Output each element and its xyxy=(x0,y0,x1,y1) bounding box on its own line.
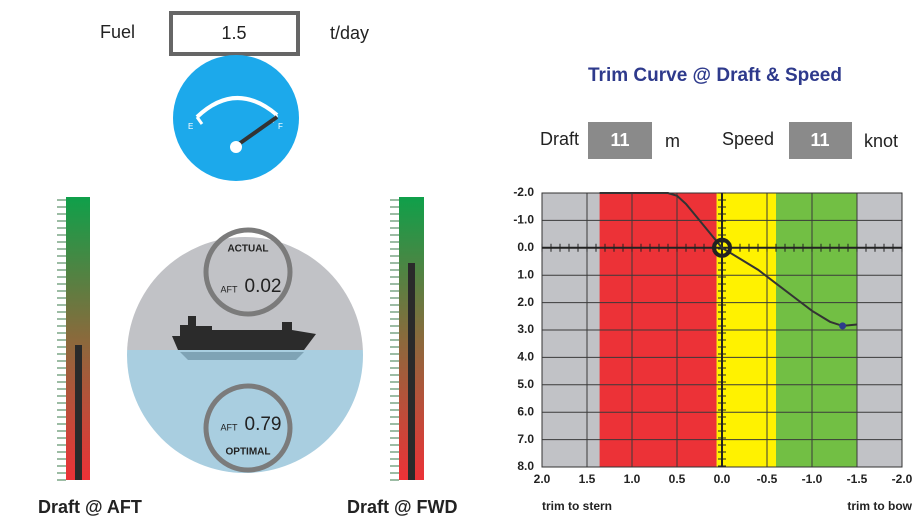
speed-box[interactable] xyxy=(789,122,852,159)
actual-ring xyxy=(203,227,293,317)
y-tick-label: 1.0 xyxy=(517,267,534,281)
y-tick-label: 8.0 xyxy=(517,459,534,473)
gauge-needle xyxy=(234,115,279,148)
trim-curve xyxy=(599,192,858,327)
draft-box[interactable] xyxy=(588,122,652,159)
actual-title: ACTUAL xyxy=(227,244,268,255)
y-tick-label: 3.0 xyxy=(517,322,534,336)
x-tick-label: 0.0 xyxy=(714,472,731,486)
x-tick-label: 2.0 xyxy=(534,472,551,486)
y-tick-label: 0.0 xyxy=(517,240,534,254)
fuel-value: 1.5 xyxy=(221,23,246,43)
y-tick-label: -2.0 xyxy=(513,185,534,199)
x-label-left: trim to stern xyxy=(542,499,612,513)
gauge-tick xyxy=(195,116,204,125)
aft-level-fill xyxy=(75,345,82,480)
fuel-gauge xyxy=(173,55,299,181)
trim-chart: 2.0 1.5 1.0 0.5 0.0 -0.5 -1.0 -1.5 -2.0 -2.0 -1.0 0… xyxy=(513,185,912,513)
optimal-title: OPTIMAL xyxy=(226,447,271,458)
x-tick-label: 1.0 xyxy=(624,472,641,486)
ship-reflection xyxy=(180,352,304,360)
draft-label: Draft xyxy=(540,129,579,149)
gauge-full: F xyxy=(278,122,283,131)
fuel-box xyxy=(169,11,300,56)
level-ticks xyxy=(57,199,399,481)
fwd-label: Draft @ FWD xyxy=(347,497,458,517)
y-tick-label: -1.0 xyxy=(513,213,534,227)
optimal-value: 0.79 xyxy=(245,414,282,435)
x-tick-label: -1.5 xyxy=(847,472,868,486)
speed-label: Speed xyxy=(722,129,774,149)
y-tick-label: 6.0 xyxy=(517,404,534,418)
actual-prefix: AFT xyxy=(221,284,239,294)
speed-unit: knot xyxy=(864,131,898,151)
fwd-level-fill xyxy=(408,263,415,480)
x-label-right: trim to bow xyxy=(847,499,912,513)
gauge-arc xyxy=(195,96,279,119)
gauge-hub xyxy=(230,141,242,153)
x-tick-label: 1.5 xyxy=(579,472,596,486)
actual-value: 0.02 xyxy=(245,276,282,297)
x-tick-label: -2.0 xyxy=(892,472,913,486)
gauge-empty: E xyxy=(188,122,193,131)
speed-value: 11 xyxy=(810,130,829,150)
aft-label: Draft @ AFT xyxy=(38,497,142,517)
optimal-point xyxy=(839,322,847,330)
current-trim xyxy=(712,237,732,258)
draft-unit: m xyxy=(665,131,680,151)
y-tick-label: 5.0 xyxy=(517,377,534,391)
optimal-prefix: AFT xyxy=(221,422,239,432)
x-tick-label: -1.0 xyxy=(802,472,823,486)
y-tick-label: 4.0 xyxy=(517,350,534,364)
fuel-label: Fuel xyxy=(100,22,135,42)
x-tick-label: -0.5 xyxy=(757,472,778,486)
draft-value: 11 xyxy=(610,130,629,150)
chart-title: Trim Curve @ Draft & Speed xyxy=(588,65,842,86)
fuel-unit: t/day xyxy=(330,23,369,43)
y-tick-label: 2.0 xyxy=(517,295,534,309)
ship xyxy=(172,316,316,350)
x-tick-label: 0.5 xyxy=(669,472,686,486)
y-tick-label: 7.0 xyxy=(517,432,534,446)
optimal-ring xyxy=(203,383,293,473)
